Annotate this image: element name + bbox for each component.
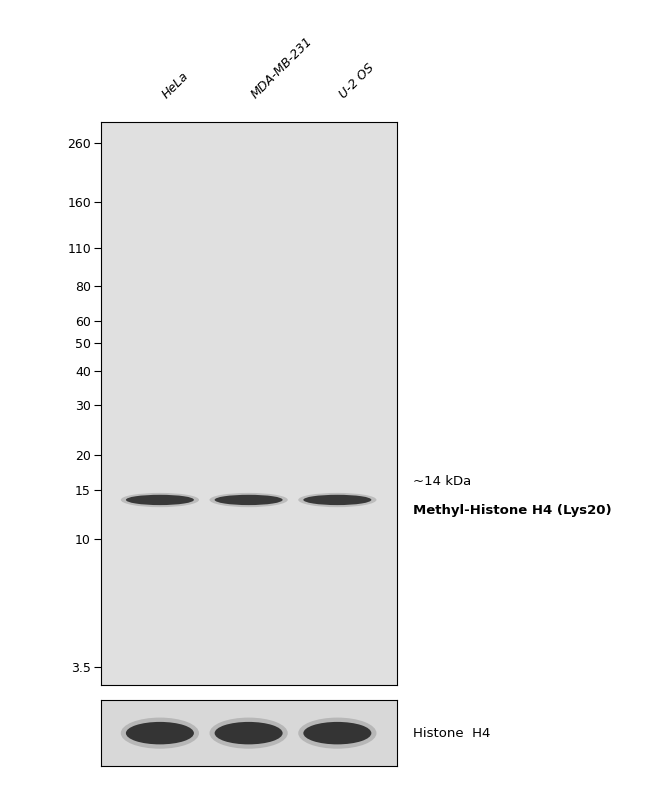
Ellipse shape (214, 495, 283, 505)
Ellipse shape (209, 493, 288, 507)
Ellipse shape (304, 722, 371, 744)
Text: ~14 kDa: ~14 kDa (413, 474, 471, 487)
Text: HeLa: HeLa (160, 70, 192, 101)
Ellipse shape (304, 495, 371, 505)
Ellipse shape (126, 722, 194, 744)
Text: Methyl-Histone H4 (Lys20): Methyl-Histone H4 (Lys20) (413, 504, 612, 517)
Ellipse shape (126, 495, 194, 505)
Ellipse shape (214, 722, 283, 744)
Ellipse shape (121, 493, 199, 507)
Text: MDA-MB-231: MDA-MB-231 (248, 35, 315, 101)
Text: U-2 OS: U-2 OS (337, 62, 377, 101)
Ellipse shape (209, 718, 288, 749)
Ellipse shape (298, 493, 376, 507)
Ellipse shape (298, 718, 376, 749)
Text: Histone  H4: Histone H4 (413, 727, 490, 740)
Ellipse shape (121, 718, 199, 749)
